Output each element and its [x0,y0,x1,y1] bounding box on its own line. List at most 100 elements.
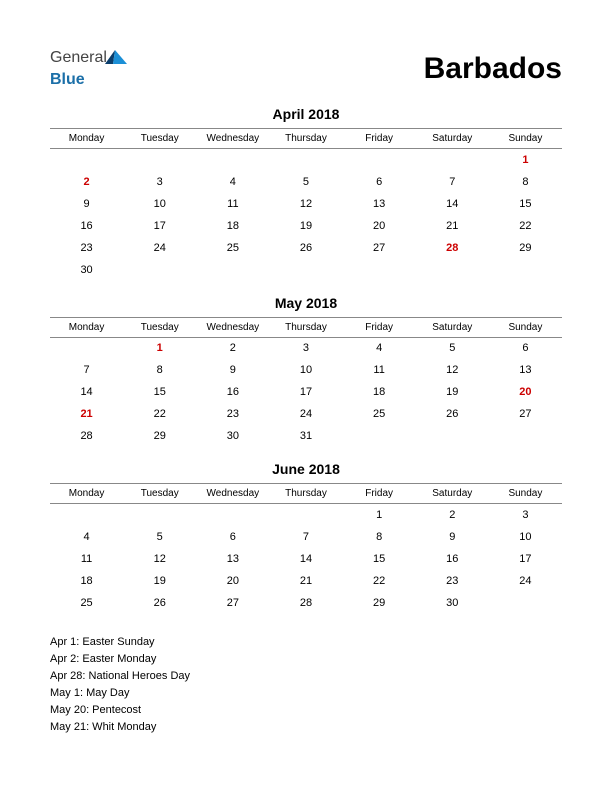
calendar-cell: 19 [416,381,489,403]
calendar-cell: 20 [489,381,562,403]
holiday-line: Apr 1: Easter Sunday [50,634,562,651]
calendar-cell: 25 [196,237,269,259]
day-header: Sunday [489,129,562,149]
calendar-cell: 31 [269,425,342,447]
day-header: Wednesday [196,129,269,149]
day-header: Monday [50,317,123,337]
calendar-cell: 5 [269,171,342,193]
calendar-cell: 14 [50,381,123,403]
country-title: Barbados [424,52,562,86]
calendar-cell: 4 [196,171,269,193]
calendar-cell: 21 [50,403,123,425]
calendar-cell: 16 [196,381,269,403]
calendar-cell: 6 [343,171,416,193]
month-block: June 2018MondayTuesdayWednesdayThursdayF… [50,461,562,614]
calendar-cell: 15 [123,381,196,403]
calendar-cell: 18 [196,215,269,237]
calendar-cell [50,149,123,171]
calendar-cell: 25 [343,403,416,425]
calendar-cell: 7 [50,359,123,381]
calendar-cell: 22 [343,570,416,592]
calendar-row: 2345678 [50,171,562,193]
calendar-cell [123,504,196,526]
calendar-cell: 18 [343,381,416,403]
calendar-cell [196,149,269,171]
calendar-cell: 14 [269,548,342,570]
day-header: Thursday [269,129,342,149]
calendar-cell: 7 [269,526,342,548]
calendar-cell: 9 [50,193,123,215]
calendar-table: MondayTuesdayWednesdayThursdayFridaySatu… [50,317,562,448]
calendar-cell [269,504,342,526]
day-header: Thursday [269,484,342,504]
calendar-cell [489,592,562,614]
calendar-row: 28293031 [50,425,562,447]
month-title: April 2018 [50,106,562,122]
calendar-cell: 4 [343,337,416,359]
calendar-cell: 22 [489,215,562,237]
calendar-cell: 2 [416,504,489,526]
month-title: May 2018 [50,295,562,311]
calendar-cell: 13 [196,548,269,570]
calendar-cell: 15 [343,548,416,570]
day-header: Sunday [489,484,562,504]
calendar-cell: 17 [489,548,562,570]
calendar-cell [343,259,416,281]
calendar-cell: 10 [123,193,196,215]
calendar-cell [489,425,562,447]
calendar-cell: 12 [269,193,342,215]
calendar-row: 23242526272829 [50,237,562,259]
calendar-row: 9101112131415 [50,193,562,215]
day-header: Saturday [416,317,489,337]
calendar-cell: 26 [269,237,342,259]
calendar-cell: 6 [489,337,562,359]
day-header: Monday [50,484,123,504]
calendar-cell: 1 [343,504,416,526]
calendar-cell: 28 [50,425,123,447]
calendar-cell: 11 [196,193,269,215]
logo-text-general: General [50,49,107,66]
calendar-cell: 12 [123,548,196,570]
logo-arrow-icon [105,50,127,72]
day-header: Saturday [416,129,489,149]
header: General Blue Barbados [50,50,562,88]
calendar-cell: 1 [123,337,196,359]
calendar-cell: 29 [123,425,196,447]
calendar-cell: 3 [269,337,342,359]
calendar-cell: 14 [416,193,489,215]
calendar-cell [489,259,562,281]
calendar-cell: 17 [123,215,196,237]
holiday-line: May 21: Whit Monday [50,719,562,736]
calendar-row: 30 [50,259,562,281]
day-header: Friday [343,317,416,337]
day-header: Tuesday [123,484,196,504]
month-title: June 2018 [50,461,562,477]
calendar-cell: 13 [489,359,562,381]
calendar-cell: 19 [123,570,196,592]
calendar-cell [50,337,123,359]
calendar-cell: 7 [416,171,489,193]
calendar-cell [343,149,416,171]
month-block: May 2018 MondayTuesdayWednesdayThursdayFr… [50,295,562,448]
calendar-cell: 17 [269,381,342,403]
calendar-cell: 13 [343,193,416,215]
calendar-cell: 12 [416,359,489,381]
calendar-cell: 20 [196,570,269,592]
calendar-cell: 25 [50,592,123,614]
calendar-cell: 28 [416,237,489,259]
calendar-row: 21222324252627 [50,403,562,425]
calendar-cell: 27 [196,592,269,614]
calendar-cell [343,425,416,447]
calendar-cell: 10 [489,526,562,548]
calendar-row: 123 [50,504,562,526]
calendar-cell: 11 [50,548,123,570]
day-header: Tuesday [123,129,196,149]
calendar-cell: 1 [489,149,562,171]
holiday-line: Apr 2: Easter Monday [50,651,562,668]
calendar-cell: 30 [50,259,123,281]
calendar-cell: 10 [269,359,342,381]
logo-text: General Blue [50,50,127,88]
calendar-cell: 9 [416,526,489,548]
calendar-cell [269,149,342,171]
calendar-cell: 20 [343,215,416,237]
